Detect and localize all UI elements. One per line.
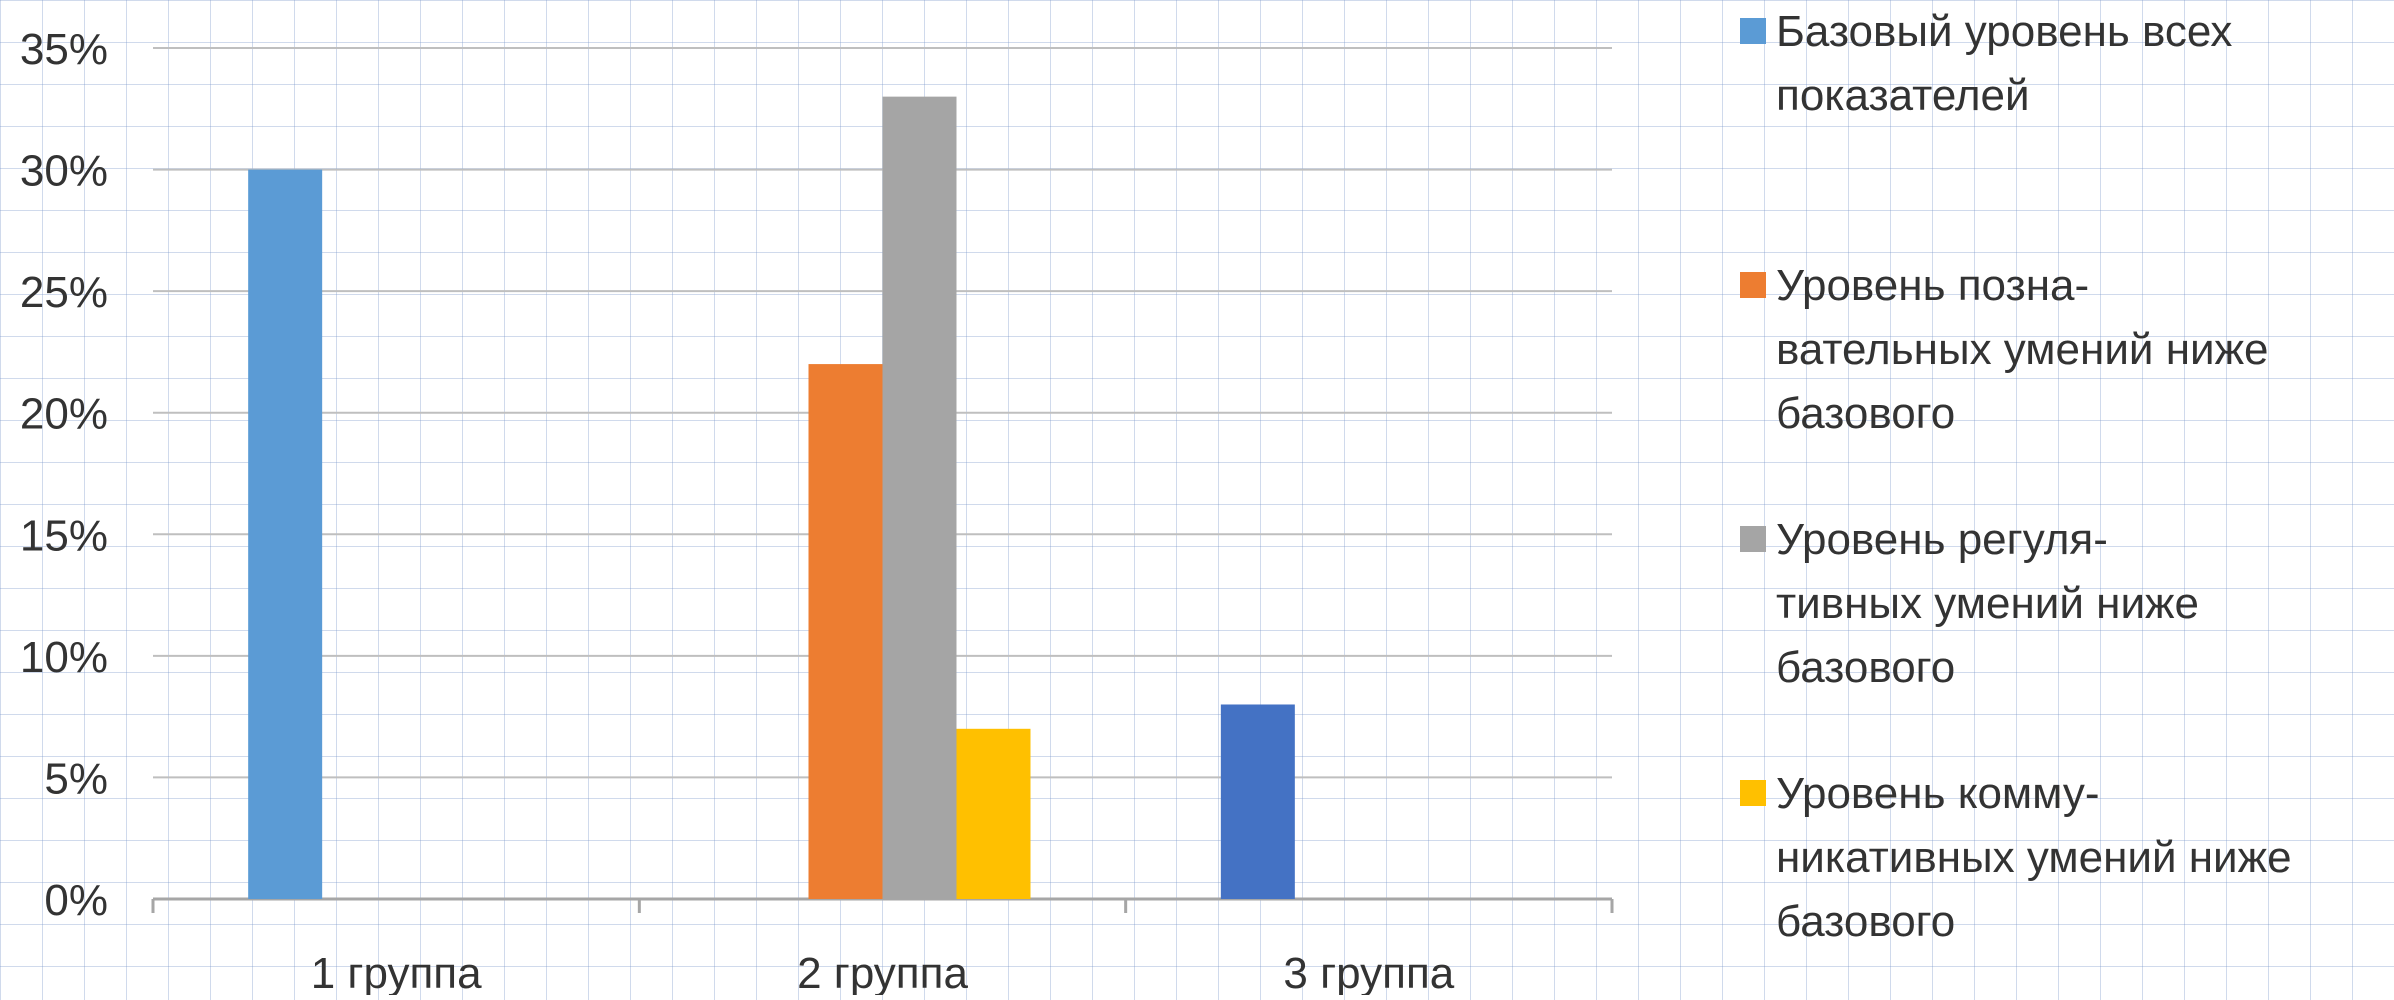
- y-tick-label: 25%: [20, 268, 108, 317]
- y-tick-label: 20%: [20, 390, 108, 439]
- legend-label-regulative: Уровень регуля- тивных умений ниже базов…: [1776, 515, 2199, 692]
- y-tick-label: 5%: [44, 754, 108, 803]
- legend-label-baseline: Базовый уровень всех показателей: [1776, 7, 2233, 120]
- legend-label-cognitive: Уровень позна- вательных умений ниже баз…: [1776, 261, 2269, 438]
- y-tick-label: 30%: [20, 147, 108, 196]
- legend-item-communicative: Уровень комму- никативных умений ниже ба…: [1740, 762, 2376, 954]
- bar: [882, 96, 957, 900]
- legend-swatch-cognitive: [1740, 272, 1766, 298]
- legend-swatch-baseline: [1740, 18, 1766, 44]
- x-tick-label: 3 группа: [1283, 949, 1454, 995]
- legend-item-cognitive: Уровень позна- вательных умений ниже баз…: [1740, 254, 2376, 446]
- bar: [1220, 704, 1295, 899]
- bar: [248, 169, 323, 900]
- y-tick-label: 35%: [20, 25, 108, 74]
- x-tick-label: 1 группа: [311, 949, 482, 995]
- y-tick-label: 10%: [20, 633, 108, 682]
- y-tick-label: 0%: [44, 876, 108, 925]
- legend-item-baseline: Базовый уровень всех показателей: [1740, 0, 2376, 128]
- bar: [808, 364, 883, 900]
- legend-label-communicative: Уровень комму- никативных умений ниже ба…: [1776, 769, 2292, 946]
- y-tick-label: 15%: [20, 511, 108, 560]
- legend-swatch-communicative: [1740, 780, 1766, 806]
- bar: [956, 728, 1031, 899]
- legend-item-regulative: Уровень регуля- тивных умений ниже базов…: [1740, 508, 2376, 700]
- x-tick-label: 2 группа: [797, 949, 968, 995]
- legend-swatch-regulative: [1740, 526, 1766, 552]
